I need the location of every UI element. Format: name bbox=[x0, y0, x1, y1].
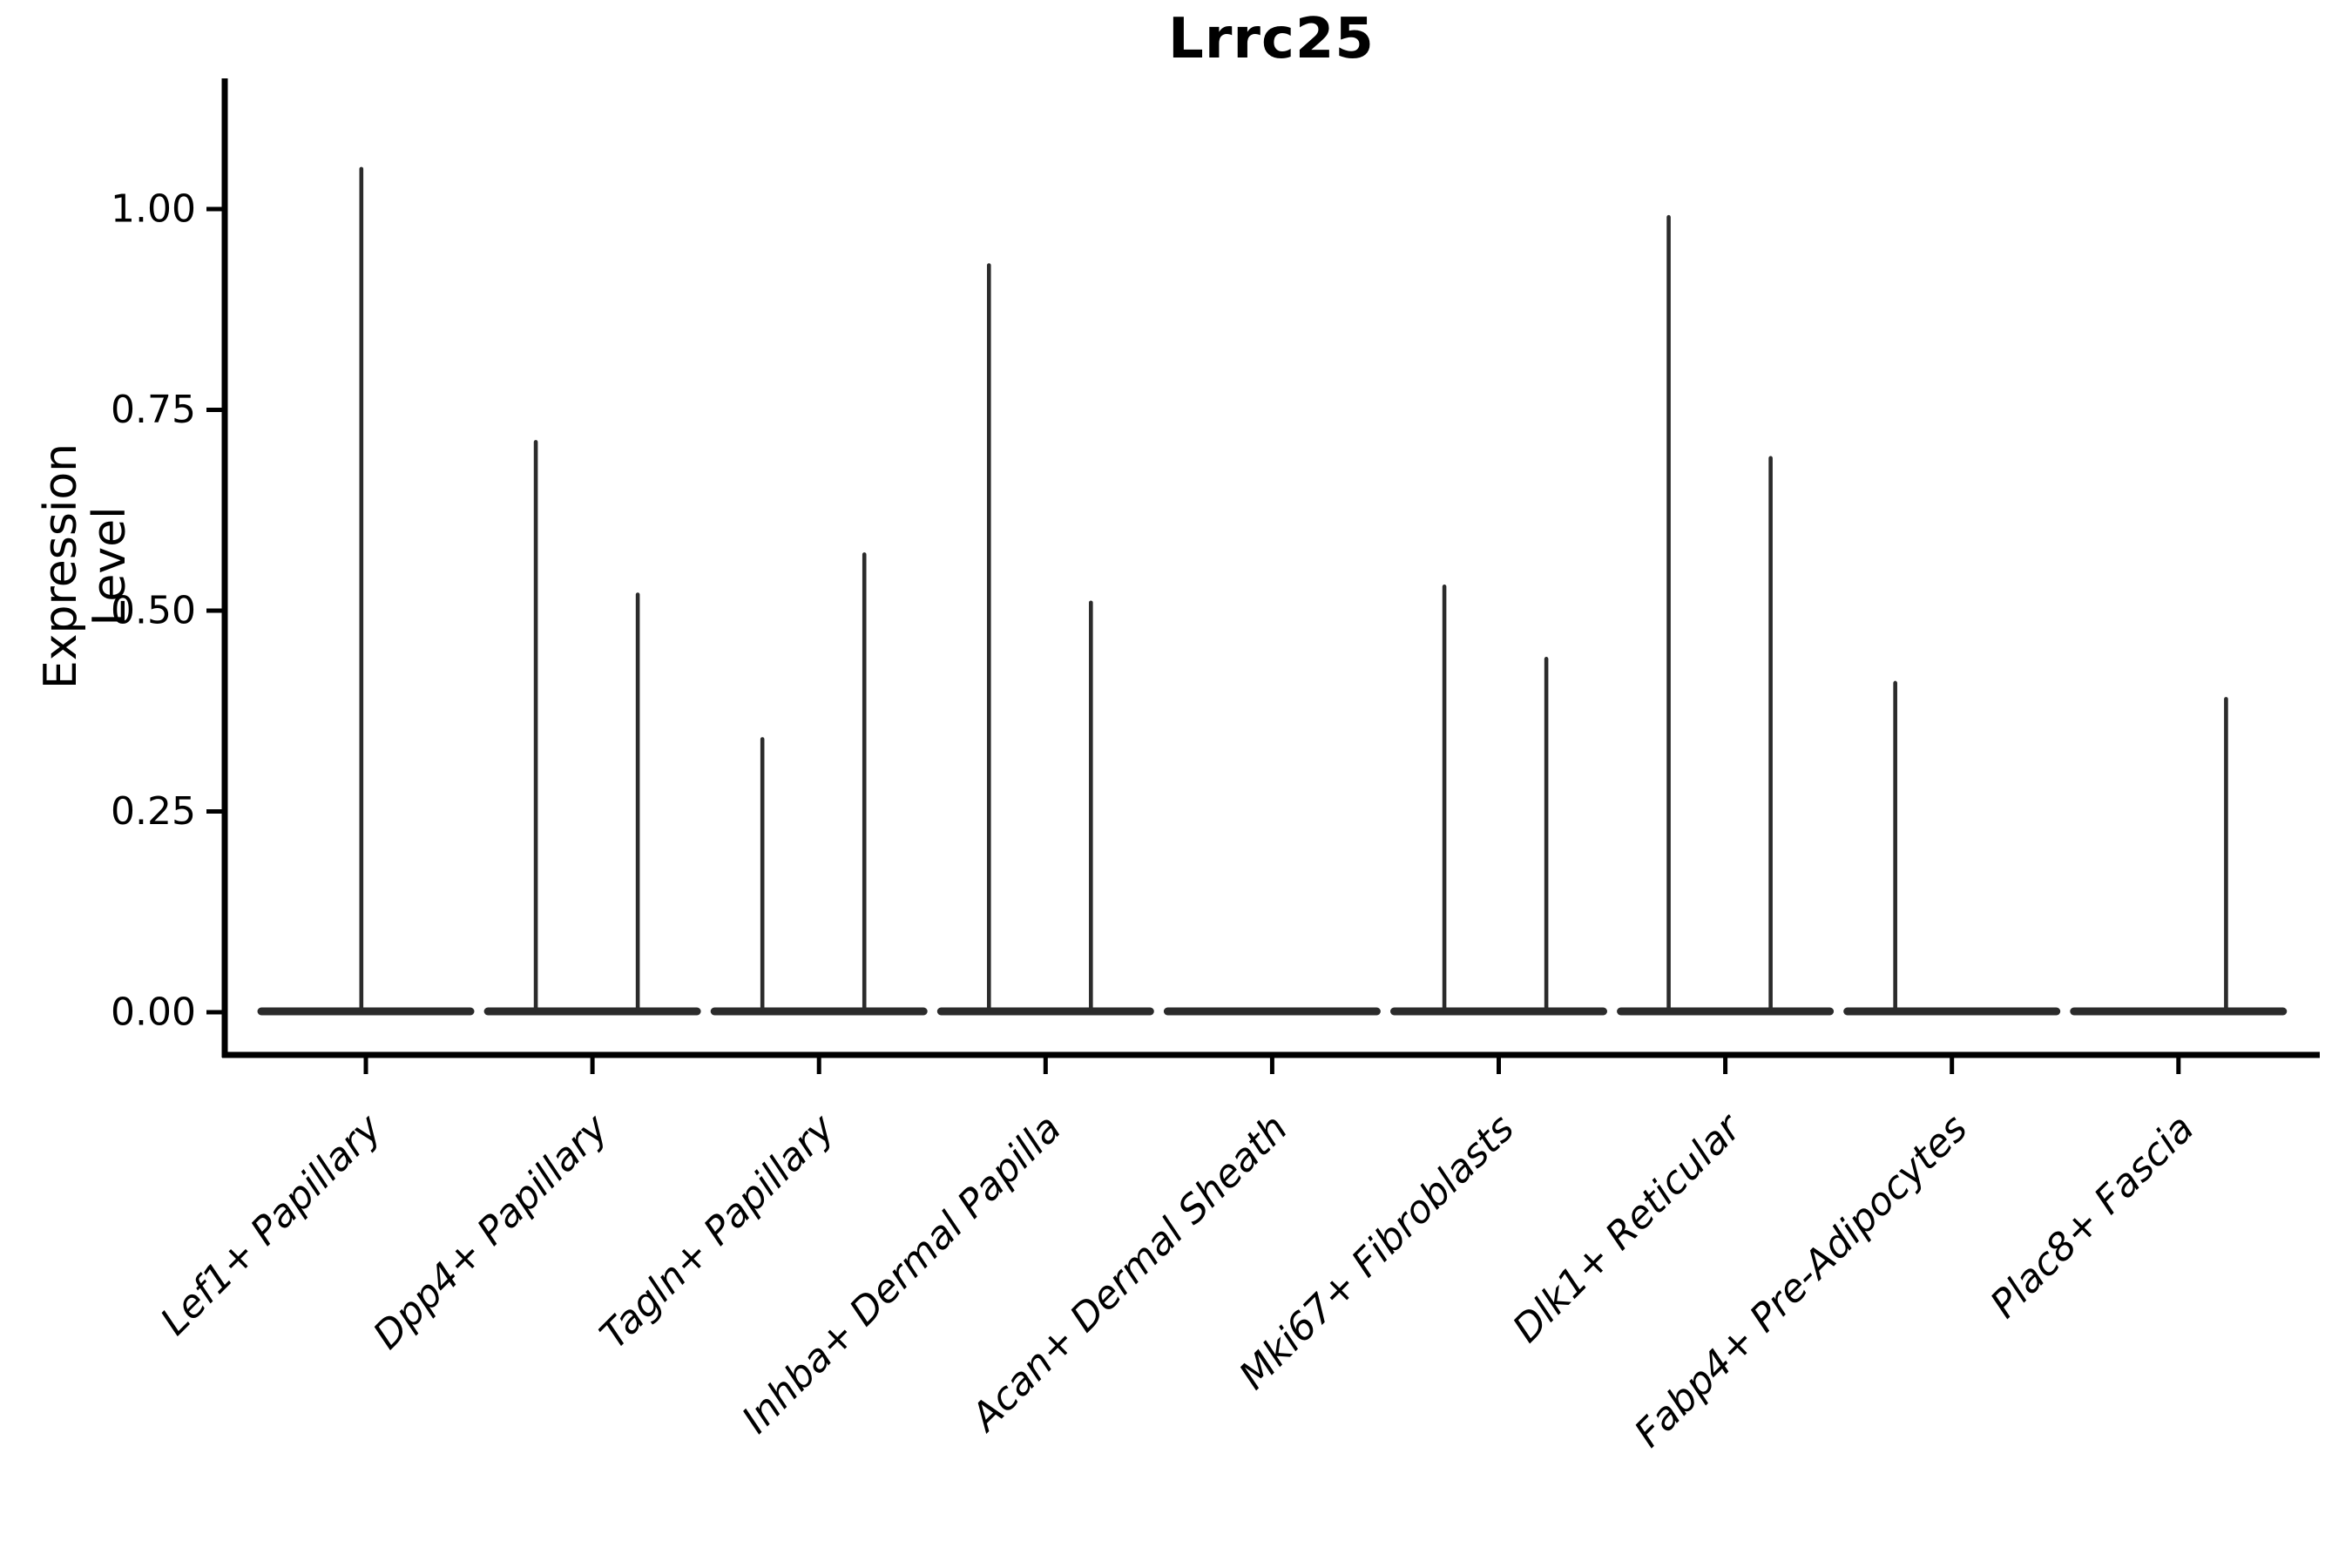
x-category-label: Plac8+ Fascia bbox=[1982, 1106, 2202, 1327]
y-tick-label: 1.00 bbox=[111, 187, 196, 232]
y-tick-label: 0.50 bbox=[111, 589, 196, 633]
y-tick-label: 0.00 bbox=[111, 990, 196, 1035]
x-category-label: Dlk1+ Reticular bbox=[1504, 1105, 1751, 1351]
x-category-label: Tagln+ Papillary bbox=[591, 1105, 843, 1357]
y-tick-label: 0.25 bbox=[111, 789, 196, 834]
x-category-label: Dpp4+ Papillary bbox=[365, 1105, 618, 1358]
chart-title: Lrrc25 bbox=[1168, 7, 1375, 71]
y-tick-label: 0.75 bbox=[111, 388, 196, 432]
x-category-label: Lef1+ Papillary bbox=[152, 1105, 391, 1344]
